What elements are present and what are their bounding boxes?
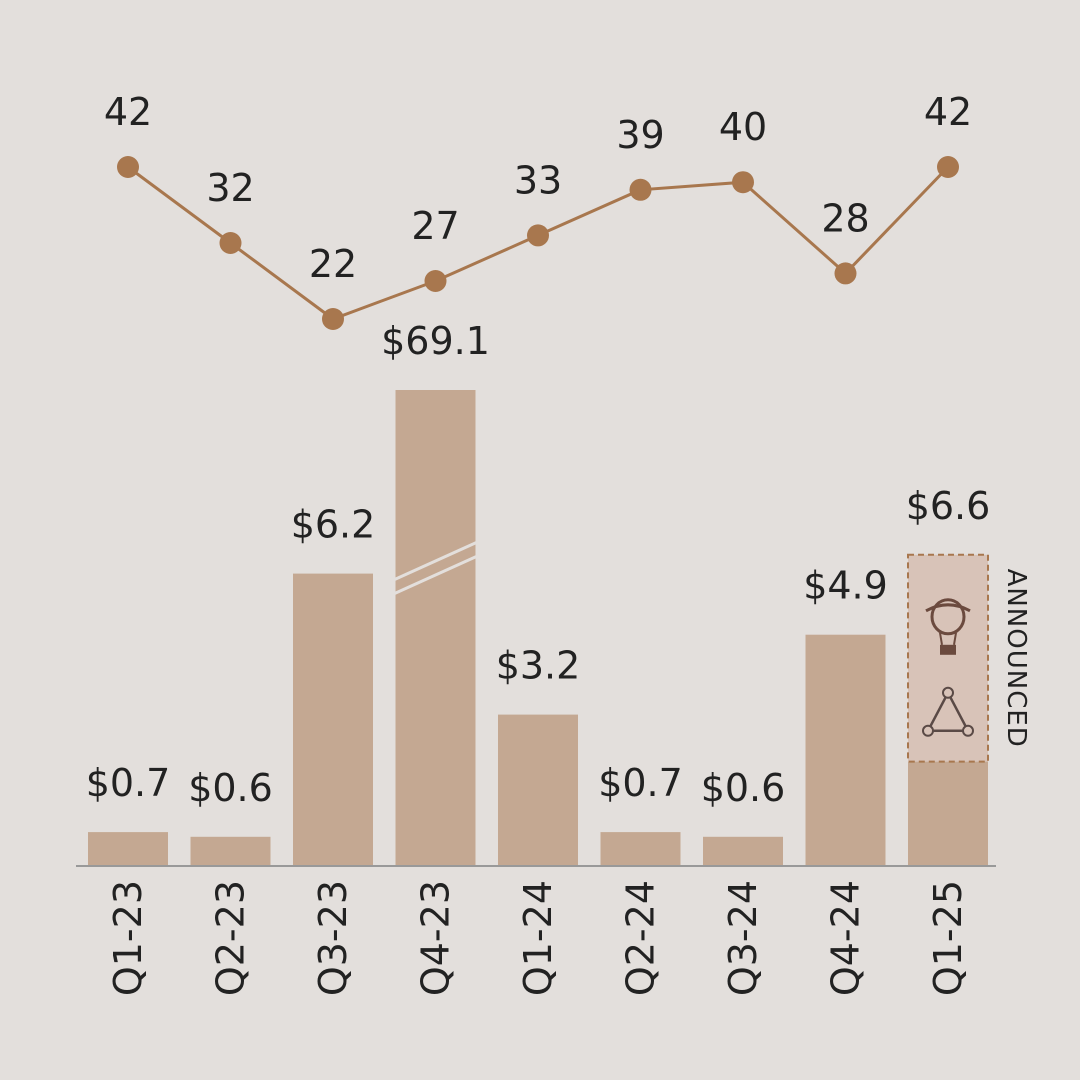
hot-air-balloon-logo-icon [925, 598, 971, 655]
line-point-q3-24 [732, 171, 754, 194]
x-tick-label: Q1-23 [106, 880, 150, 996]
line-point-q1-25 [937, 156, 959, 178]
bar-q3-23 [293, 573, 373, 865]
bar-q3-24 [703, 836, 783, 865]
bar-value-label: $4.9 [803, 564, 888, 608]
x-tick-label: Q1-25 [926, 880, 970, 996]
line-value-label: 27 [411, 204, 459, 248]
line-value-label: 42 [104, 90, 152, 134]
axis-break-mark [392, 540, 479, 582]
line-series [117, 156, 959, 330]
x-tick-label: Q4-23 [414, 880, 458, 996]
x-tick-label: Q4-24 [824, 880, 868, 996]
bar-value-label: $0.6 [188, 766, 273, 810]
bar-q1-25-announced [907, 553, 989, 763]
line-value-label: 28 [821, 196, 869, 240]
bar-q2-24 [600, 832, 681, 865]
bar-value-label: $69.1 [381, 319, 490, 363]
bar-q1-24 [498, 714, 578, 865]
x-tick-label: Q2-23 [209, 880, 253, 996]
x-tick-label: Q3-23 [311, 880, 355, 996]
line-point-q4-23 [424, 270, 447, 292]
x-tick-label: Q1-24 [516, 880, 560, 996]
announced-label: ANNOUNCED [1001, 569, 1031, 748]
bar-q2-23 [190, 836, 271, 865]
x-tick-label: Q3-24 [721, 880, 765, 996]
bar-q4-23 [395, 390, 476, 865]
bar-q4-24 [805, 634, 886, 865]
x-tick-label: Q2-24 [619, 880, 663, 996]
line-point-q2-23 [219, 232, 242, 254]
line-point-q2-24 [629, 178, 652, 201]
line-value-label: 32 [206, 166, 254, 210]
bar-value-label: $6.6 [906, 484, 991, 528]
axis-break-mark [392, 554, 479, 596]
bar-value-label: $3.2 [496, 644, 581, 688]
bar-series [88, 390, 988, 865]
line-point-q3-23 [322, 308, 344, 330]
labels: $0.7 $0.6 $6.2 $69.1 $3.2 $0.7 $0.6 $4.9 ANNOUNC… [86, 90, 1031, 996]
bar-q1-23 [88, 832, 168, 865]
bar-value-label: $0.7 [86, 761, 171, 805]
line-point-q1-24 [527, 224, 549, 247]
line-value-label: 40 [719, 105, 767, 149]
line-point-q1-23 [117, 156, 139, 178]
bar-value-label: $6.2 [291, 503, 376, 547]
triangle-network-logo-icon [922, 686, 974, 737]
line-value-label: 22 [309, 242, 357, 286]
line-point-q4-24 [834, 262, 857, 285]
bar-q1-25-completed [908, 761, 988, 865]
line-value-label: 39 [616, 113, 664, 157]
bar-value-label: $0.7 [598, 761, 683, 805]
line-value-label: 33 [514, 158, 562, 202]
announced-segment [907, 553, 989, 763]
bar-value-label: $0.6 [701, 766, 786, 810]
line-value-label: 42 [924, 90, 972, 134]
